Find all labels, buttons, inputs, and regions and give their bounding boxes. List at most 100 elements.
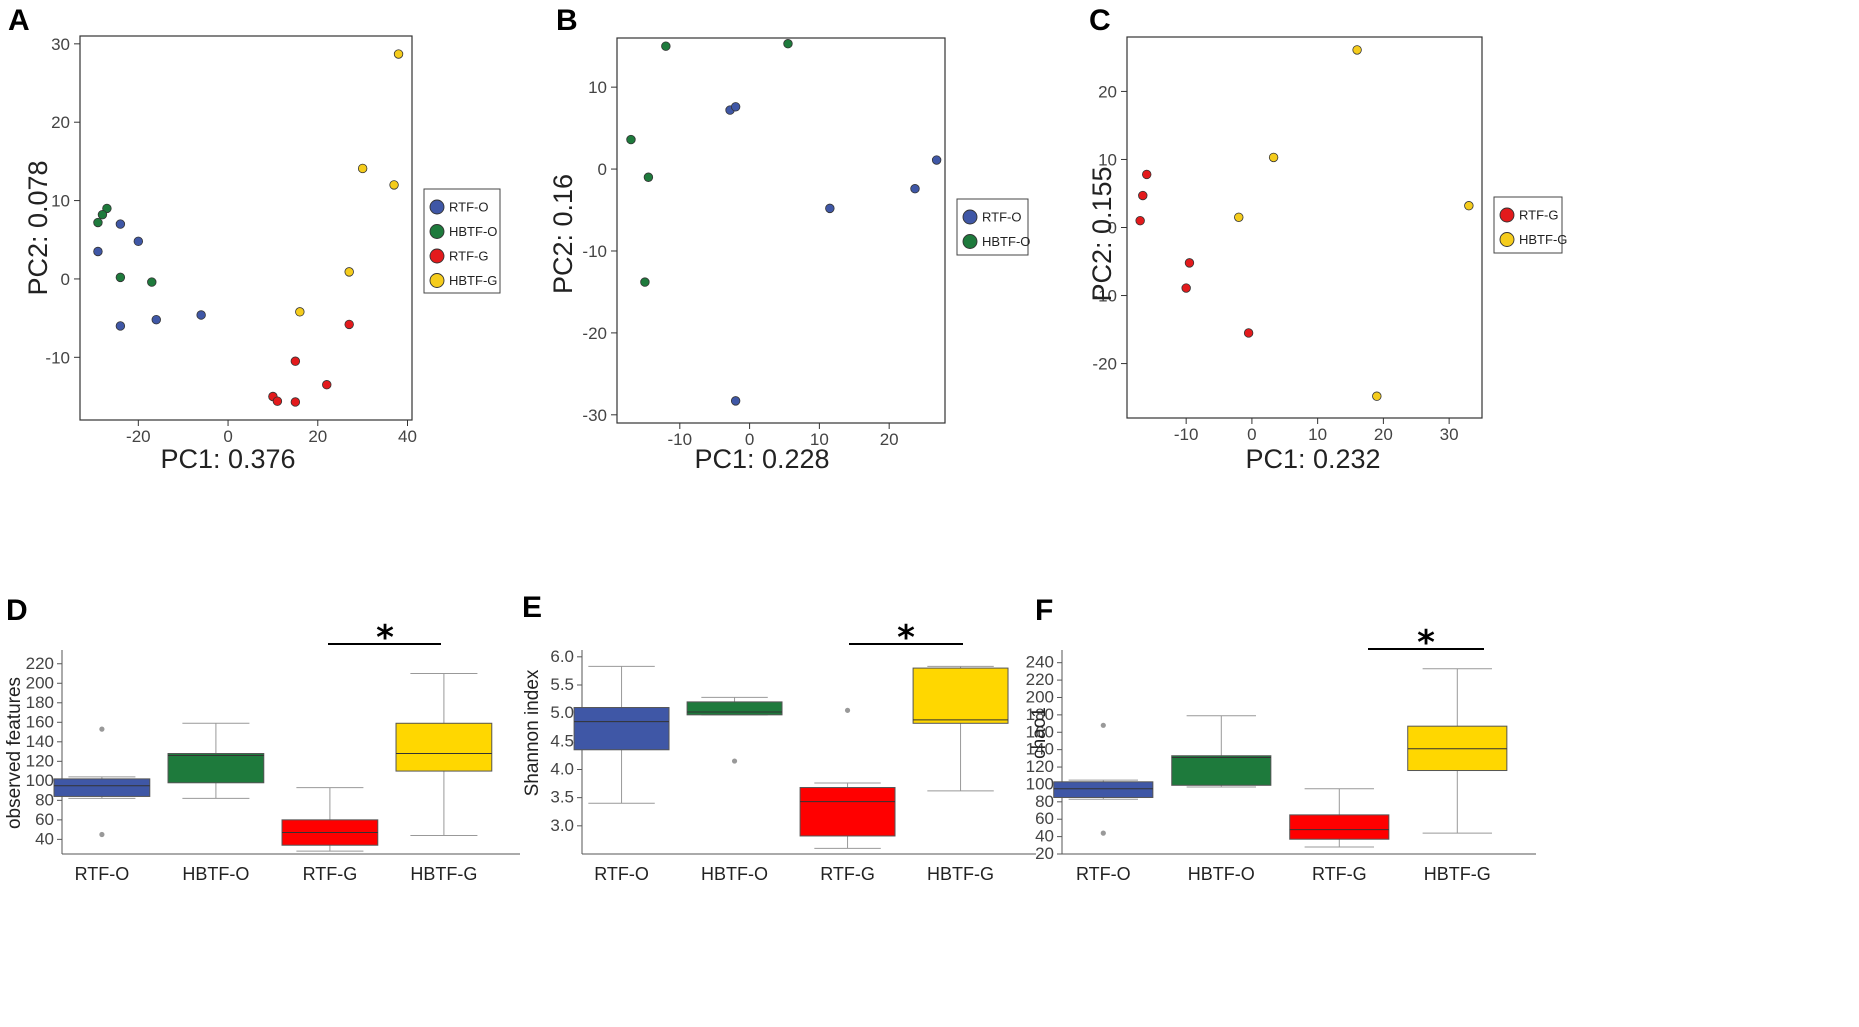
- box-rtf-g: [1289, 788, 1390, 848]
- point-hbtf-o: [640, 277, 650, 287]
- y-tick-label: -10: [582, 242, 607, 261]
- legend-label-rtf-o: RTF-O: [449, 200, 488, 215]
- point-hbtf-g: [295, 307, 305, 317]
- plot-frame: [1126, 36, 1483, 419]
- outlier-point: [1100, 722, 1106, 728]
- x-axis-title: PC1: 0.232: [1245, 444, 1380, 474]
- point-hbtf-g: [393, 49, 404, 59]
- point-rtf-g: [344, 319, 354, 330]
- y-tick-label: 20: [1035, 844, 1054, 863]
- box-rtf-g: [281, 787, 379, 852]
- legend-label-hbtf-g: HBTF-G: [449, 273, 497, 288]
- point-rtf-o: [115, 321, 126, 331]
- point-rtf-g: [1243, 328, 1254, 338]
- x-tick-label: 0: [745, 430, 754, 449]
- y-tick-label: 3.5: [550, 788, 574, 807]
- box-hbtf-o: [686, 696, 783, 764]
- plot-frame: [616, 37, 946, 424]
- legend: RTF-O HBTF-O RTF-G HBTF-G: [423, 188, 501, 294]
- y-axis-title: chao1: [1029, 707, 1050, 759]
- point-rtf-o: [730, 102, 741, 112]
- y-tick-label: 140: [26, 732, 54, 751]
- x-tick-label: 10: [810, 430, 829, 449]
- box-hbtf-g: [395, 673, 493, 836]
- point-hbtf-g: [344, 267, 354, 277]
- outlier-point: [99, 831, 105, 838]
- legend-marker-rtf-g: [1499, 207, 1515, 223]
- legend-marker-rtf-o: [962, 209, 978, 225]
- y-tick-label: 100: [1026, 774, 1054, 793]
- plot-frame: [79, 35, 413, 421]
- category-label: HBTF-O: [1188, 864, 1255, 884]
- category-label: RTF-O: [594, 864, 649, 884]
- legend-marker-hbtf-g: [1499, 232, 1515, 247]
- panel-e: E 3.0 3.5 4.0 4.5 5.0 5.5 6.0 Shannon index RTF-O…: [522, 591, 1036, 884]
- point-rtf-g: [290, 356, 301, 366]
- y-tick-label: 0: [61, 270, 70, 289]
- category-label: HBTF-G: [1424, 864, 1491, 884]
- x-tick-label: 0: [223, 427, 232, 446]
- panel-a: A -20 0 20 40 -10 0 10 20 30 PC1: 0.376 PC2: 0.078 R…: [8, 4, 501, 474]
- point-hbtf-g: [1372, 391, 1382, 401]
- point-rtf-o: [196, 310, 206, 320]
- category-label: HBTF-G: [410, 864, 477, 884]
- x-tick-label: 0: [1247, 425, 1256, 444]
- category-label: RTF-O: [75, 864, 130, 884]
- y-tick-label: 160: [1026, 722, 1054, 741]
- legend-label-hbtf-g: HBTF-G: [1519, 232, 1567, 247]
- box-body: [912, 667, 1009, 724]
- box-rtf-o: [1053, 722, 1154, 836]
- y-tick-label: -20: [1092, 355, 1117, 374]
- legend-marker-hbtf-o: [429, 224, 445, 239]
- box-body: [686, 701, 783, 716]
- point-hbtf-o: [93, 217, 103, 228]
- point-hbtf-o: [661, 41, 671, 51]
- y-tick-label: 120: [1026, 757, 1054, 776]
- box-body: [1053, 781, 1154, 798]
- point-rtf-o: [730, 396, 741, 406]
- point-hbtf-g: [357, 163, 368, 174]
- panel-letter: D: [6, 594, 28, 627]
- point-rtf-g: [1138, 190, 1148, 201]
- x-tick-label: 20: [1374, 425, 1393, 444]
- y-tick-label: -20: [582, 324, 607, 343]
- x-tick-label: -20: [126, 427, 151, 446]
- y-tick-label: 80: [1035, 792, 1054, 811]
- y-tick-label: 20: [51, 113, 70, 132]
- panel-letter: A: [8, 4, 30, 37]
- category-label: HBTF-G: [927, 864, 994, 884]
- y-tick-label: 200: [26, 673, 54, 692]
- y-tick-label: 60: [35, 810, 54, 829]
- x-tick-label: 40: [398, 427, 417, 446]
- significance-star: *: [897, 618, 915, 658]
- x-axis-title: PC1: 0.228: [694, 444, 829, 474]
- significance-star: *: [376, 618, 394, 658]
- box-body: [53, 778, 151, 797]
- y-tick-label: 4.0: [550, 759, 574, 778]
- y-tick-label: 80: [35, 790, 54, 809]
- point-rtf-o: [151, 314, 161, 325]
- y-tick-label: -10: [1092, 287, 1117, 306]
- box-body: [573, 707, 670, 751]
- point-hbtf-o: [102, 203, 112, 214]
- y-axis-title: PC2: 0.16: [548, 174, 578, 294]
- y-tick-label: 140: [1026, 740, 1054, 759]
- category-label: HBTF-O: [182, 864, 249, 884]
- y-tick-label: 200: [1026, 687, 1054, 706]
- panel-letter: B: [556, 4, 578, 37]
- y-tick-label: 0: [598, 160, 607, 179]
- legend-label-rtf-o: RTF-O: [982, 210, 1021, 225]
- point-hbtf-o: [783, 39, 793, 49]
- box-rtf-g: [799, 707, 896, 849]
- point-rtf-g: [290, 397, 301, 407]
- category-label: RTF-G: [1312, 864, 1367, 884]
- panel-letter: C: [1089, 4, 1111, 37]
- y-tick-label: 10: [1098, 150, 1117, 169]
- panel-letter: F: [1035, 594, 1053, 627]
- box-rtf-o: [573, 665, 670, 804]
- y-tick-label: 160: [26, 712, 54, 731]
- y-tick-label: 100: [26, 771, 54, 790]
